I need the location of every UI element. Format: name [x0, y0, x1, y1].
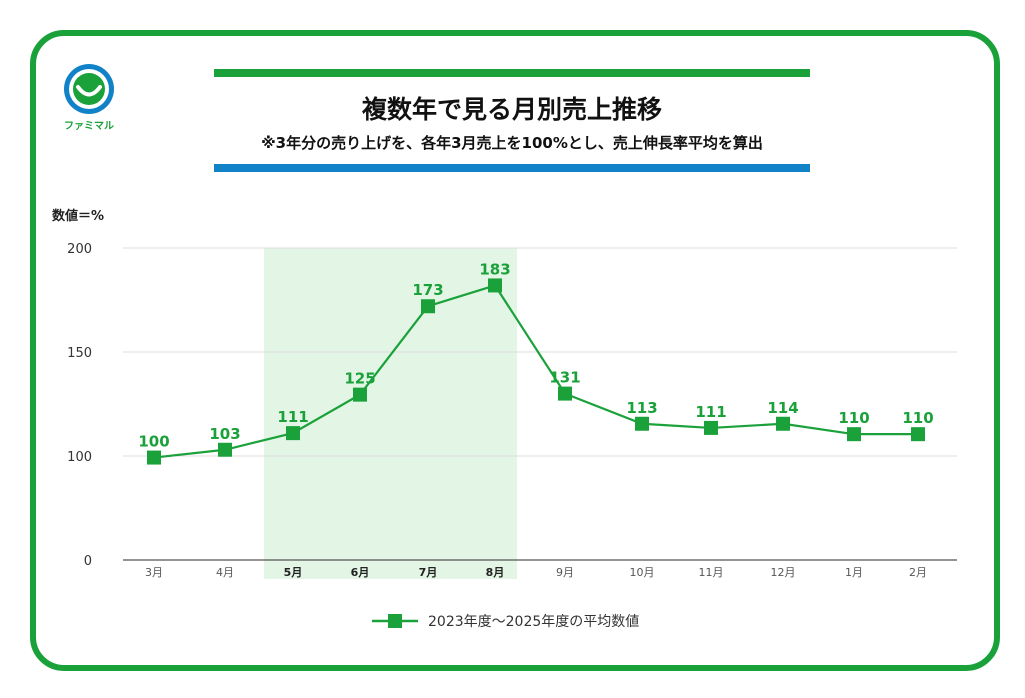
x-tick-label: 3月 [145, 566, 163, 579]
page-subtitle: ※3年分の売り上げを、各年3月売上を100%とし、売上伸長率平均を算出 [261, 134, 763, 152]
x-tick-label: 1月 [845, 566, 863, 579]
data-label: 100 [138, 433, 169, 451]
data-label: 125 [344, 370, 375, 388]
x-tick-label: 7月 [419, 566, 438, 579]
y-tick-label: 150 [67, 346, 92, 361]
smile-face-icon [64, 64, 114, 114]
data-label: 110 [902, 409, 933, 427]
x-tick-label: 5月 [284, 566, 303, 579]
title-bar-bottom [214, 164, 810, 172]
data-label: 183 [479, 260, 510, 278]
data-label: 113 [626, 399, 657, 417]
page-title: 複数年で見る月別売上推移 [361, 95, 662, 124]
data-point [421, 299, 435, 314]
x-tick-label: 8月 [486, 566, 505, 579]
data-point [488, 278, 502, 293]
data-label: 173 [412, 281, 443, 299]
x-tick-label: 11月 [699, 566, 724, 579]
x-tick-label: 12月 [771, 566, 796, 579]
data-point [218, 442, 232, 457]
legend-series-label: 2023年度〜2025年度の平均数値 [428, 614, 640, 630]
y-tick-label: 200 [67, 242, 92, 257]
highlight-band [264, 248, 517, 579]
data-label: 103 [209, 425, 240, 443]
x-tick-label: 2月 [909, 566, 927, 579]
y-tick-label: 100 [67, 450, 92, 465]
x-tick-label: 4月 [216, 566, 234, 579]
data-point [353, 387, 367, 402]
y-tick-label: 0 [84, 554, 92, 569]
data-point [286, 426, 300, 441]
data-label: 131 [549, 369, 580, 387]
data-point [704, 420, 718, 435]
data-point [776, 416, 790, 431]
data-point [847, 427, 861, 442]
data-label: 114 [767, 399, 798, 417]
data-point [147, 450, 161, 465]
title-bar-top [214, 69, 810, 77]
chart-legend: 2023年度〜2025年度の平均数値 [372, 611, 639, 631]
data-point [635, 416, 649, 431]
data-point [911, 427, 925, 442]
x-tick-label: 6月 [351, 566, 370, 579]
legend-marker-icon [372, 614, 418, 628]
brand-logo: ファミマル [57, 62, 121, 132]
y-axis-unit-label: 数値＝% [52, 209, 105, 224]
data-point [558, 386, 572, 401]
series-line [153, 284, 918, 459]
logo-text: ファミマル [64, 121, 114, 132]
data-label: 110 [838, 409, 869, 427]
x-tick-label: 9月 [556, 566, 574, 579]
data-label: 111 [277, 408, 308, 426]
x-tick-label: 10月 [630, 566, 655, 579]
data-label: 111 [695, 403, 726, 421]
